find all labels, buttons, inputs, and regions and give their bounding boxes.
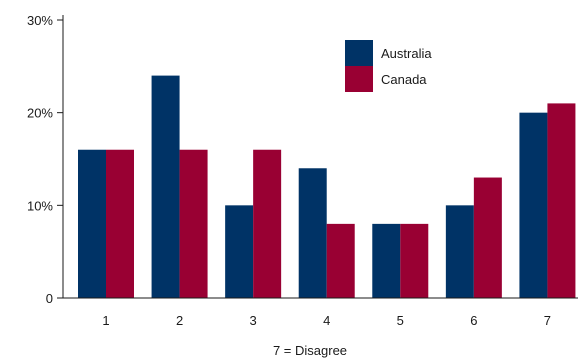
bar-canada-5 [400, 223, 429, 298]
x-axis: 1 2 3 4 5 6 7 [63, 297, 578, 328]
bar-australia-3 [225, 205, 254, 298]
legend-swatch-canada [345, 66, 373, 92]
bar-australia-6 [445, 205, 474, 298]
bar-canada-6 [473, 177, 502, 298]
bar-canada-3 [253, 149, 282, 298]
y-tick-label: 30% [27, 13, 53, 28]
bar-australia-4 [298, 168, 327, 298]
bar-australia-5 [372, 223, 401, 298]
x-axis-label: 7 = Disagree [273, 343, 347, 358]
y-axis: 0 10% 20% 30% [27, 13, 64, 306]
bar-australia-2 [151, 75, 180, 298]
bar-canada-1 [106, 149, 134, 298]
legend: Australia Canada [345, 40, 432, 92]
bars [78, 75, 576, 299]
x-tick-label: 5 [397, 313, 404, 328]
x-tick-label: 6 [470, 313, 477, 328]
bar-australia-7 [519, 112, 548, 299]
x-tick-label: 2 [176, 313, 183, 328]
bar-canada-7 [547, 103, 576, 299]
legend-label-australia: Australia [381, 46, 432, 61]
legend-swatch-australia [345, 40, 373, 66]
x-tick-label: 7 [544, 313, 551, 328]
legend-label-canada: Canada [381, 72, 427, 87]
x-tick-label: 1 [102, 313, 109, 328]
bar-canada-2 [179, 149, 208, 298]
y-tick-label: 20% [27, 106, 53, 121]
bar-australia-1 [78, 149, 106, 298]
x-tick-label: 3 [250, 313, 257, 328]
x-tick-label: 4 [323, 313, 330, 328]
y-tick-label: 10% [27, 198, 53, 213]
y-tick-label: 0 [46, 291, 53, 306]
bar-canada-4 [326, 223, 355, 298]
